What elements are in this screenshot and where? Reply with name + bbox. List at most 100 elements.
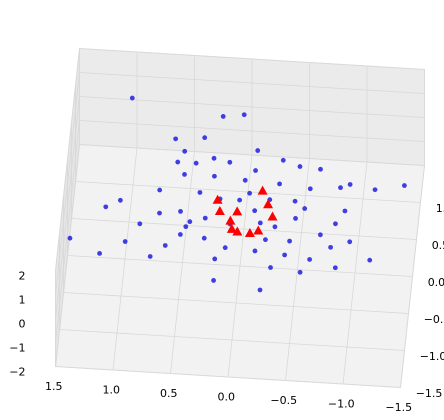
point	[257, 287, 263, 293]
point	[183, 224, 189, 230]
point	[332, 265, 338, 271]
grid-line	[67, 255, 413, 277]
point	[67, 235, 73, 241]
point	[182, 172, 187, 177]
triangle-point	[263, 199, 274, 209]
point	[175, 159, 181, 165]
point	[97, 251, 102, 256]
triangle-point	[232, 226, 243, 236]
point	[252, 208, 258, 214]
point	[182, 148, 188, 154]
x-tick-label: −1.0	[328, 397, 355, 410]
point	[402, 183, 407, 188]
point	[347, 182, 353, 187]
point	[317, 232, 323, 238]
point	[222, 245, 228, 251]
point	[293, 216, 298, 221]
triangle-point	[212, 194, 223, 204]
y-tick-label: 0.5	[432, 239, 444, 252]
point	[307, 186, 313, 192]
triangle-point	[253, 225, 264, 235]
grid-line	[59, 329, 405, 351]
point	[287, 238, 292, 244]
point	[197, 190, 203, 195]
x-tick-label: −0.5	[270, 394, 297, 407]
point	[122, 239, 128, 244]
y-tick-label: 0.0	[428, 276, 444, 289]
point	[212, 173, 217, 179]
point	[220, 114, 226, 119]
triangle-point	[257, 185, 268, 195]
grid-line	[63, 292, 409, 314]
point	[247, 190, 253, 196]
point	[282, 252, 288, 258]
point	[227, 159, 233, 165]
point	[103, 204, 109, 210]
grid-line	[55, 72, 80, 295]
point	[212, 256, 218, 262]
point	[292, 198, 298, 204]
x-tick-label: 0.5	[160, 387, 178, 400]
point	[178, 209, 183, 214]
point	[333, 221, 338, 227]
point	[129, 95, 135, 101]
point	[318, 166, 323, 172]
point	[297, 164, 303, 169]
point	[173, 136, 179, 142]
y-tick-label: −1.5	[416, 387, 443, 400]
point	[201, 235, 207, 241]
point	[277, 181, 282, 187]
z-tick-label: −2	[9, 366, 25, 379]
x-tick-label: 1.5	[45, 380, 63, 393]
triangle-point	[232, 206, 243, 216]
point	[147, 254, 153, 259]
triangle-point	[225, 215, 236, 225]
point	[297, 269, 303, 275]
point	[255, 148, 261, 153]
point	[157, 210, 162, 216]
point	[137, 221, 143, 227]
x-tick-label: −1.5	[385, 401, 412, 414]
point	[187, 219, 193, 225]
grid-line	[55, 144, 80, 367]
point	[307, 257, 312, 262]
grid-line	[55, 120, 80, 343]
point	[157, 187, 163, 193]
point	[263, 237, 268, 243]
grid-line	[79, 96, 425, 118]
point	[347, 239, 353, 245]
z-tick-label: −1	[9, 342, 25, 355]
point	[162, 243, 168, 248]
point	[342, 208, 348, 214]
grid-line	[55, 48, 80, 271]
grid-line	[55, 366, 401, 388]
point	[367, 257, 373, 263]
y-tick-label: −0.5	[424, 313, 444, 326]
point	[202, 215, 208, 221]
point	[302, 206, 308, 211]
x-tick-label: 1.0	[102, 383, 120, 396]
point	[202, 135, 208, 141]
triangle-point	[226, 223, 237, 233]
y-tick-label: 1.0	[436, 202, 444, 215]
x-tick-label: 0.0	[217, 390, 235, 403]
y-tick-label: −1.0	[420, 350, 444, 363]
point	[177, 232, 183, 237]
grid-line	[71, 218, 417, 240]
point	[193, 160, 199, 166]
grid-line	[55, 96, 80, 319]
grid-line	[79, 120, 425, 142]
triangle-point	[214, 206, 225, 216]
point	[257, 220, 263, 226]
point	[211, 155, 217, 161]
grid-line	[79, 48, 425, 70]
z-tick-label: 2	[19, 270, 26, 283]
point	[280, 157, 286, 163]
triangle-point	[244, 228, 255, 237]
z-tick-label: 1	[19, 294, 26, 307]
point	[272, 224, 278, 230]
grid-line	[79, 144, 425, 166]
point	[242, 177, 248, 183]
point	[253, 168, 258, 173]
